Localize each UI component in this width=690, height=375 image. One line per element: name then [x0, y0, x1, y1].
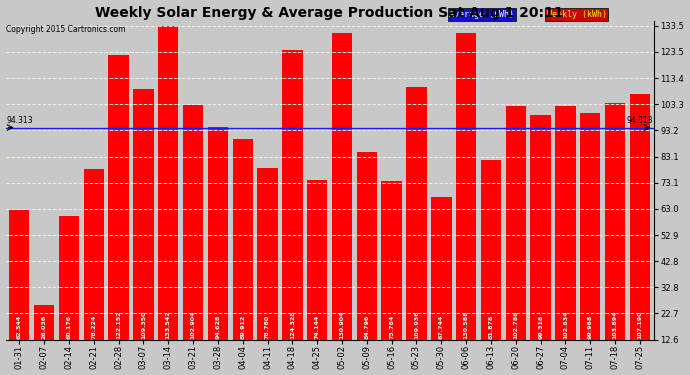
Text: 81.878: 81.878: [489, 315, 493, 339]
Text: 109.350: 109.350: [141, 310, 146, 339]
Text: 124.328: 124.328: [290, 310, 295, 339]
Text: 74.144: 74.144: [315, 315, 319, 339]
Text: 133.542: 133.542: [166, 310, 170, 339]
Text: Weekly (kWh): Weekly (kWh): [546, 10, 607, 19]
Bar: [431, 196, 451, 340]
Bar: [233, 139, 253, 340]
Text: 62.544: 62.544: [17, 315, 21, 339]
Text: 73.784: 73.784: [389, 315, 394, 339]
Text: 26.036: 26.036: [41, 315, 46, 339]
Text: 130.588: 130.588: [464, 310, 469, 339]
Bar: [531, 115, 551, 340]
Bar: [59, 216, 79, 340]
Text: 103.894: 103.894: [613, 310, 618, 339]
Text: 99.318: 99.318: [538, 315, 543, 339]
Text: 94.313: 94.313: [627, 116, 653, 125]
Bar: [406, 87, 426, 340]
Bar: [108, 56, 129, 340]
Bar: [208, 127, 228, 340]
Bar: [555, 106, 575, 340]
Text: 122.152: 122.152: [116, 310, 121, 339]
Bar: [456, 33, 476, 340]
Bar: [9, 210, 30, 340]
Bar: [332, 33, 352, 340]
Text: Average (kWh): Average (kWh): [449, 10, 515, 19]
Bar: [34, 305, 55, 340]
Text: 102.634: 102.634: [563, 310, 568, 339]
Text: 89.912: 89.912: [240, 315, 245, 339]
Bar: [357, 152, 377, 340]
Bar: [183, 105, 203, 340]
Bar: [506, 106, 526, 340]
Text: Copyright 2015 Cartronics.com: Copyright 2015 Cartronics.com: [6, 25, 126, 34]
Text: 102.904: 102.904: [190, 310, 195, 339]
Bar: [481, 160, 501, 340]
Bar: [605, 103, 625, 340]
Text: 107.190: 107.190: [638, 310, 642, 339]
Bar: [133, 88, 154, 340]
Text: 94.313: 94.313: [6, 116, 33, 125]
Text: 130.904: 130.904: [339, 310, 344, 339]
Text: 60.176: 60.176: [66, 315, 71, 339]
Bar: [83, 170, 104, 340]
Text: 78.224: 78.224: [91, 315, 96, 339]
Bar: [580, 113, 600, 340]
Bar: [158, 26, 179, 340]
Text: 67.744: 67.744: [439, 315, 444, 339]
Bar: [257, 168, 277, 340]
Bar: [307, 180, 327, 340]
Text: 84.796: 84.796: [364, 315, 369, 339]
Title: Weekly Solar Energy & Average Production Sat Aug 1 20:11: Weekly Solar Energy & Average Production…: [95, 6, 564, 20]
Text: 102.786: 102.786: [513, 310, 518, 339]
Bar: [382, 181, 402, 340]
Bar: [282, 50, 302, 340]
Bar: [630, 94, 650, 340]
Text: 109.936: 109.936: [414, 310, 419, 339]
Text: 78.780: 78.780: [265, 315, 270, 339]
Text: 94.628: 94.628: [215, 315, 220, 339]
Text: 99.968: 99.968: [588, 315, 593, 339]
